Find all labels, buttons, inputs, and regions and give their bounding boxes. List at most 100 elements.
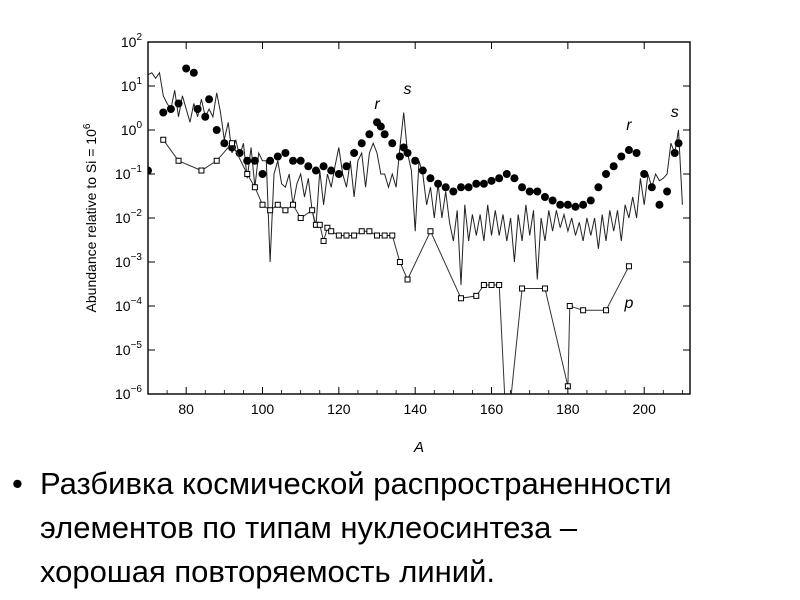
data-point-square	[381, 232, 388, 239]
data-point-circle	[304, 162, 313, 171]
data-point-circle	[495, 174, 504, 183]
annotation-s: s	[671, 104, 679, 121]
data-point-circle	[365, 130, 374, 139]
data-point-circle	[434, 179, 443, 188]
data-point-circle	[518, 183, 527, 192]
data-point-square	[427, 228, 434, 235]
data-point-circle	[464, 183, 473, 192]
series-line	[148, 71, 683, 286]
plot-area	[148, 64, 683, 394]
axes: 80 100 120 140 160 180 200 102 101 100 10−1 10−2 10−…	[115, 32, 690, 417]
annotation-s: s	[404, 81, 412, 98]
data-point-circle	[281, 149, 290, 158]
x-tick-label: 100	[251, 401, 275, 417]
data-point-circle	[663, 187, 672, 196]
data-point-circle	[174, 99, 183, 108]
data-point-square	[213, 157, 220, 164]
annotations: r s r s p	[374, 81, 678, 312]
data-point-circle	[403, 149, 412, 158]
abundance-chart: 80 100 120 140 160 180 200 102 101 100 10−1 10−2 10−…	[82, 32, 691, 456]
data-point-square	[396, 259, 403, 265]
data-point-square	[324, 224, 331, 231]
data-point-square	[251, 184, 258, 191]
data-point-circle	[624, 146, 633, 155]
x-tick-label: 80	[178, 401, 194, 417]
y-tick-label: 10−6	[115, 384, 142, 402]
data-point-square	[351, 232, 358, 239]
data-point-square	[320, 238, 327, 245]
data-point-circle	[617, 152, 626, 161]
data-point-circle	[548, 196, 557, 205]
data-point-circle	[189, 68, 198, 77]
data-point-square	[541, 285, 548, 292]
x-tick-label: 120	[327, 401, 351, 417]
data-point-square	[198, 167, 205, 174]
y-tick-label: 10−3	[115, 252, 142, 270]
data-point-circle	[632, 149, 641, 158]
data-point-circle	[342, 162, 351, 171]
data-point-square	[328, 228, 335, 235]
data-point-square	[282, 207, 289, 214]
y-tick-label: 102	[121, 32, 143, 50]
data-point-square	[366, 228, 373, 235]
data-point-circle	[647, 183, 656, 192]
data-point-circle	[334, 170, 343, 178]
data-point-circle	[441, 183, 450, 192]
data-point-square	[519, 285, 526, 292]
data-point-square	[244, 171, 251, 177]
data-point-circle	[426, 174, 435, 183]
data-point-circle	[380, 130, 389, 139]
data-point-circle	[205, 95, 214, 104]
annotation-r: r	[626, 117, 632, 134]
data-point-square	[473, 292, 480, 299]
data-point-circle	[148, 166, 152, 175]
data-point-square	[496, 282, 503, 289]
data-point-circle	[540, 193, 549, 202]
annotation-p: p	[623, 295, 633, 312]
data-point-circle	[456, 183, 465, 192]
caption-line-1: Разбивка космической распространенности	[40, 466, 672, 501]
data-point-circle	[472, 179, 481, 188]
data-point-circle	[533, 187, 542, 196]
data-point-circle	[243, 156, 252, 165]
data-point-square	[480, 282, 487, 289]
data-point-circle	[525, 187, 534, 196]
data-point-circle	[319, 162, 328, 171]
data-point-circle	[250, 156, 259, 165]
annotation-r: r	[374, 96, 380, 113]
data-point-square	[374, 232, 381, 239]
data-point-square	[358, 228, 365, 235]
data-point-circle	[579, 200, 588, 209]
data-point-circle	[388, 139, 397, 148]
data-point-square	[566, 303, 573, 309]
data-point-circle	[670, 149, 679, 158]
data-point-circle	[166, 105, 175, 114]
data-point-circle	[609, 162, 618, 171]
data-point-circle	[655, 200, 664, 209]
data-point-circle	[502, 170, 511, 178]
data-point-square	[580, 307, 587, 314]
data-point-circle	[418, 166, 427, 175]
data-point-circle	[327, 166, 336, 175]
data-point-square	[335, 232, 342, 239]
data-point-circle	[571, 202, 580, 211]
data-point-square	[316, 221, 323, 228]
data-point-circle	[273, 152, 282, 161]
data-point-square	[297, 215, 304, 221]
data-point-circle	[193, 105, 202, 114]
caption-line-3: хорошая повторяемость линий.	[40, 554, 495, 589]
data-point-circle	[674, 139, 683, 148]
data-point-circle	[479, 179, 488, 188]
data-point-circle	[586, 196, 595, 205]
data-point-circle	[556, 200, 565, 209]
y-tick-label: 101	[121, 76, 143, 94]
caption-line-2: элементов по типам нуклеосинтеза –	[40, 510, 578, 545]
data-point-circle	[449, 187, 458, 196]
data-point-circle	[212, 126, 221, 134]
data-point-circle	[357, 139, 366, 148]
data-point-square	[290, 201, 297, 208]
data-point-circle	[376, 122, 385, 131]
slide-caption: • Разбивка космической распространенност…	[12, 462, 792, 594]
data-point-square	[160, 136, 167, 143]
data-point-circle	[266, 156, 275, 165]
